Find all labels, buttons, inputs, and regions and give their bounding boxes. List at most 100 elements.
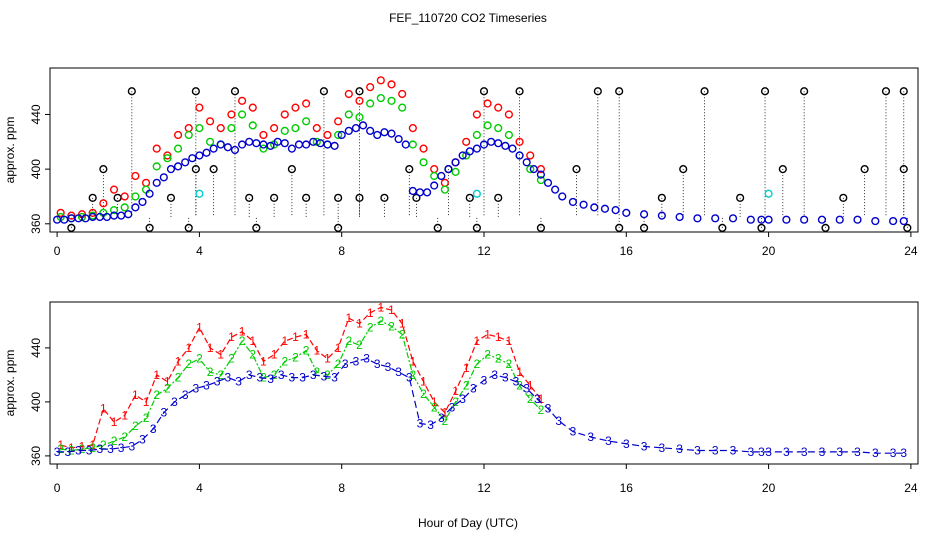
point-black <box>536 223 546 233</box>
point-cyan <box>195 189 204 198</box>
y-axis-label: approx. ppm <box>3 117 17 184</box>
x-tick-label: 12 <box>477 481 491 495</box>
point-green <box>259 144 268 153</box>
point-green <box>120 203 129 212</box>
point-label-2: 2 <box>452 395 459 409</box>
point-label-3: 3 <box>417 417 424 431</box>
point-red <box>526 151 535 160</box>
point-cyan <box>472 189 481 198</box>
point-green <box>355 113 364 122</box>
point-black <box>494 193 503 202</box>
point-label-3: 3 <box>900 446 907 460</box>
point-green <box>440 185 449 194</box>
point-black <box>209 165 218 174</box>
point-label-3: 3 <box>267 372 274 386</box>
x-axis-label: Hour of Day (UTC) <box>418 516 518 530</box>
point-black <box>899 87 908 96</box>
point-black <box>412 193 421 202</box>
point-label-1: 1 <box>175 354 182 368</box>
point-blue <box>657 211 666 220</box>
x-tick-label: 16 <box>620 244 634 258</box>
point-blue <box>899 216 908 226</box>
plot-frame <box>49 67 919 233</box>
point-black <box>472 223 481 233</box>
point-label-3: 3 <box>385 360 392 374</box>
point-red <box>56 208 65 217</box>
point-black <box>465 193 474 202</box>
point-blue <box>479 140 489 149</box>
point-black <box>127 87 136 96</box>
point-label-3: 3 <box>96 442 103 456</box>
point-label-1: 1 <box>506 334 513 348</box>
point-blue <box>223 143 232 152</box>
point-label-3: 3 <box>470 381 477 395</box>
x-tick-label: 20 <box>762 481 776 495</box>
point-red <box>419 144 428 153</box>
point-red <box>291 103 300 112</box>
point-red <box>430 165 439 174</box>
point-label-3: 3 <box>321 369 328 383</box>
point-blue <box>373 130 382 140</box>
point-label-1: 1 <box>271 348 278 362</box>
point-blue <box>451 158 460 167</box>
point-blue <box>280 139 289 148</box>
point-label-3: 3 <box>427 418 434 432</box>
point-red <box>120 192 129 201</box>
series-line-3 <box>57 358 904 454</box>
point-blue <box>145 189 154 198</box>
point-black <box>593 87 602 96</box>
point-green <box>472 130 481 140</box>
point-label-3: 3 <box>299 371 306 385</box>
point-label-3: 3 <box>659 441 666 455</box>
point-red <box>67 211 76 220</box>
point-black <box>287 165 297 174</box>
point-blue <box>853 215 862 224</box>
point-red <box>408 124 417 133</box>
point-red <box>472 110 481 119</box>
point-label-3: 3 <box>449 400 456 414</box>
point-blue <box>558 192 567 201</box>
point-label-2: 2 <box>303 344 310 358</box>
point-red <box>205 117 215 126</box>
point-green <box>302 117 311 126</box>
y-tick-label: 360 <box>29 213 43 233</box>
point-blue <box>173 162 183 171</box>
point-red <box>376 76 385 85</box>
point-label-1: 1 <box>463 361 470 375</box>
point-label-1: 1 <box>111 415 118 429</box>
point-label-2: 2 <box>463 379 470 393</box>
point-red <box>99 199 108 208</box>
point-red <box>355 96 364 105</box>
point-label-1: 1 <box>527 379 534 393</box>
point-red <box>270 124 279 133</box>
point-label-2: 2 <box>292 350 299 364</box>
point-label-3: 3 <box>363 352 370 366</box>
point-label-1: 1 <box>388 303 395 317</box>
point-label-1: 1 <box>367 306 374 320</box>
point-blue <box>522 158 531 167</box>
x-tick-label: 8 <box>338 481 345 495</box>
point-blue <box>543 178 553 187</box>
point-red <box>323 130 332 140</box>
point-red <box>184 124 193 133</box>
point-blue <box>366 126 375 135</box>
point-label-1: 1 <box>431 395 438 409</box>
point-blue <box>394 134 403 144</box>
point-label-1: 1 <box>313 344 320 358</box>
point-blue <box>472 144 481 153</box>
point-label-3: 3 <box>459 392 466 406</box>
point-red <box>462 137 471 146</box>
x-tick-label: 4 <box>196 481 203 495</box>
point-red <box>440 178 449 187</box>
point-blue <box>508 144 517 153</box>
point-label-3: 3 <box>150 422 157 436</box>
point-black <box>433 223 442 233</box>
point-black <box>145 223 154 233</box>
point-black <box>355 87 364 96</box>
point-label-1: 1 <box>143 395 150 409</box>
point-label-1: 1 <box>68 441 75 455</box>
point-blue <box>323 140 332 149</box>
point-label-3: 3 <box>854 445 861 459</box>
point-label-3: 3 <box>438 411 445 425</box>
point-red <box>312 124 321 133</box>
